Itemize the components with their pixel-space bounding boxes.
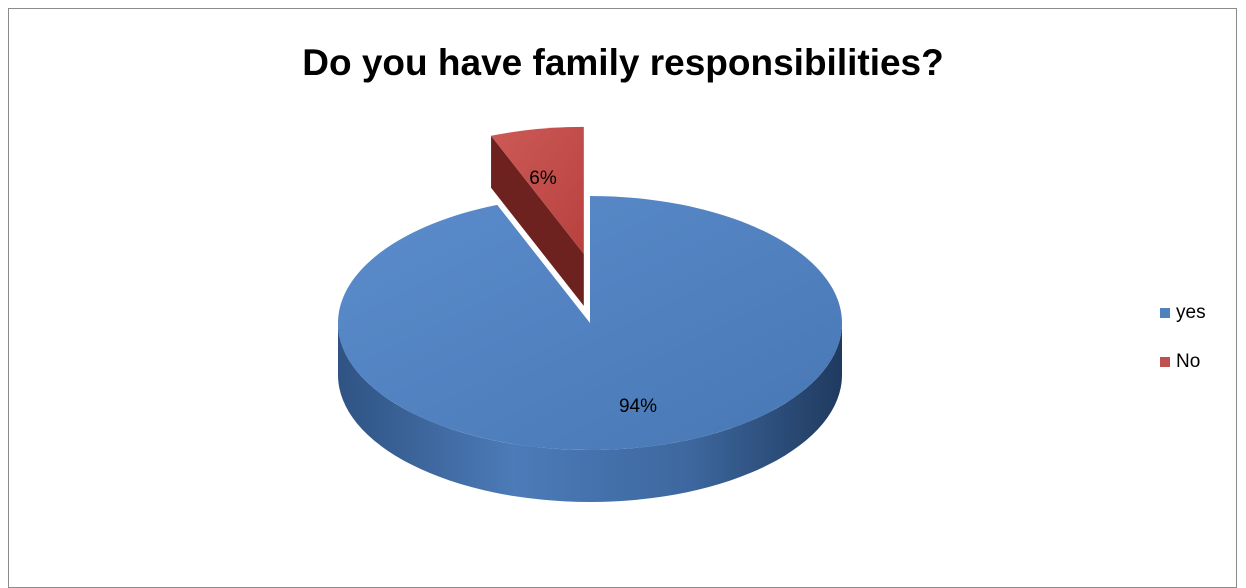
pie-chart: 94% 6%	[337, 126, 843, 502]
legend-label-yes: yes	[1176, 301, 1206, 323]
pie-side-yes	[338, 323, 842, 502]
pie-labels-layer: 94% 6%	[529, 168, 657, 417]
legend-item-no: No	[1160, 349, 1206, 374]
pie-top-layer	[337, 126, 843, 450]
legend-item-yes: yes	[1160, 300, 1206, 325]
chart-title: Do you have family responsibilities?	[302, 42, 944, 83]
data-label-yes: 94%	[619, 396, 657, 417]
legend: yes No	[1160, 300, 1206, 398]
legend-label-no: No	[1176, 350, 1201, 372]
pie-slice-no	[491, 126, 584, 254]
pie-wall-no	[491, 135, 584, 306]
data-label-no: 6%	[529, 168, 557, 189]
legend-swatch-yes	[1160, 307, 1170, 318]
legend-swatch-no	[1160, 356, 1170, 367]
pie-depth-layer	[338, 135, 842, 502]
pie-slice-yes	[337, 196, 843, 450]
